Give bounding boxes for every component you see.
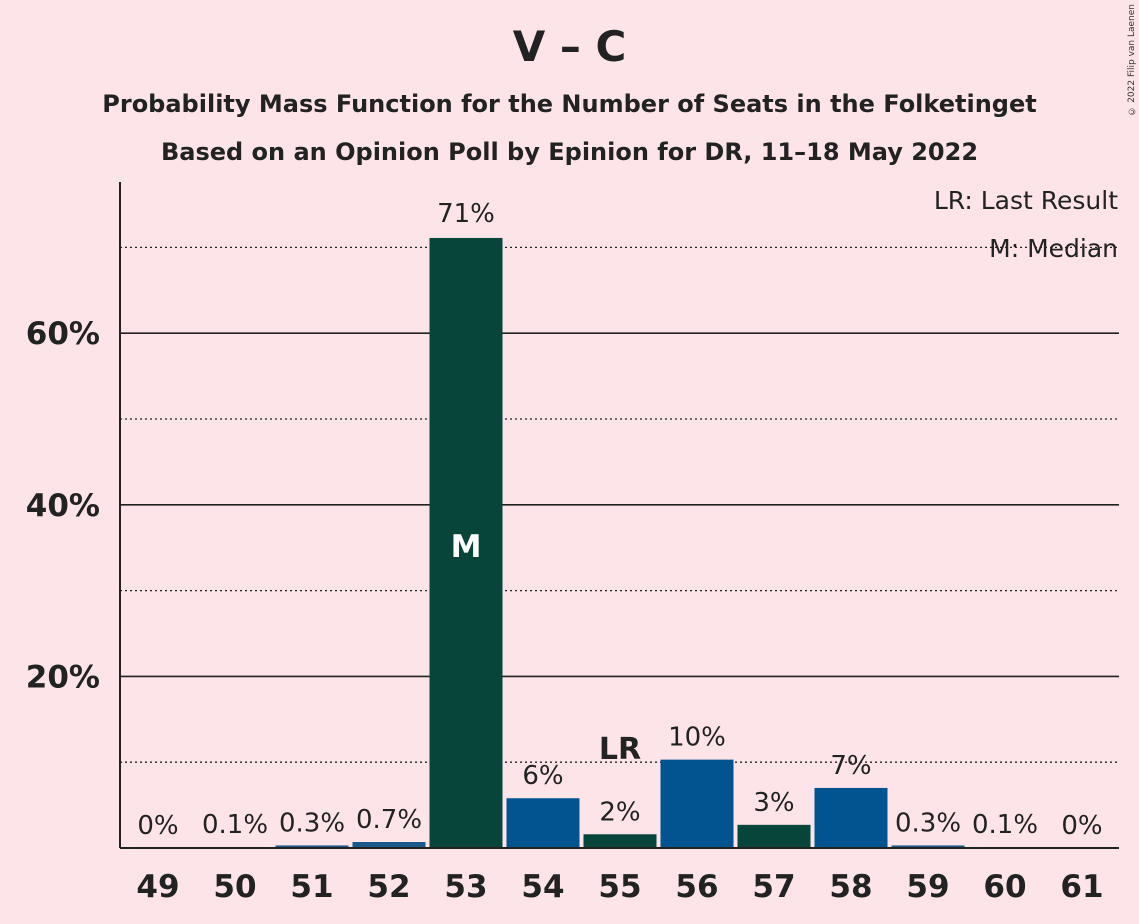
bar-59: [891, 845, 965, 848]
data-label-58: 7%: [830, 751, 871, 781]
x-tick-label-57: 57: [752, 869, 795, 905]
data-label-60: 0.1%: [972, 810, 1038, 840]
data-label-57: 3%: [753, 788, 794, 818]
bar-53: [429, 237, 503, 848]
x-tick-label-59: 59: [906, 869, 949, 905]
x-tick-label-61: 61: [1060, 869, 1103, 905]
data-label-61: 0%: [1061, 811, 1102, 841]
bar-55: [583, 834, 657, 848]
x-tick-label-54: 54: [521, 869, 564, 905]
data-label-52: 0.7%: [356, 805, 422, 835]
last-result-marker: LR: [599, 732, 641, 767]
bar-54: [506, 798, 580, 848]
x-tick-label-55: 55: [598, 869, 641, 905]
data-label-50: 0.1%: [202, 810, 268, 840]
x-tick-label-53: 53: [444, 869, 487, 905]
x-tick-label-60: 60: [983, 869, 1026, 905]
x-tick-label-51: 51: [290, 869, 333, 905]
data-label-49: 0%: [137, 811, 178, 841]
data-label-53: 71%: [437, 199, 495, 229]
median-marker: M: [451, 529, 482, 565]
legend-median: M: Median: [989, 234, 1118, 263]
bar-52: [352, 841, 426, 848]
legend-last-result: LR: Last Result: [934, 186, 1118, 215]
data-label-51: 0.3%: [279, 808, 345, 838]
x-tick-label-52: 52: [367, 869, 410, 905]
bar-58: [814, 787, 888, 848]
y-tick-label: 60%: [26, 316, 100, 352]
bar-57: [737, 824, 811, 848]
x-tick-label-49: 49: [136, 869, 179, 905]
data-label-59: 0.3%: [895, 808, 961, 838]
chart-subtitle-poll: Based on an Opinion Poll by Epinion for …: [160, 138, 979, 166]
x-tick-label-50: 50: [213, 869, 256, 905]
y-tick-label: 20%: [26, 659, 100, 695]
x-tick-label-58: 58: [829, 869, 872, 905]
data-label-55: 2%: [599, 797, 640, 827]
data-label-54: 6%: [522, 761, 563, 791]
data-label-56: 10%: [668, 723, 726, 753]
bar-51: [275, 845, 349, 848]
y-tick-label: 40%: [26, 488, 100, 524]
chart-title: V – C: [512, 22, 627, 71]
bar-56: [660, 759, 734, 848]
chart-subtitle: Probability Mass Function for the Number…: [102, 90, 1037, 118]
x-tick-label-56: 56: [675, 869, 718, 905]
